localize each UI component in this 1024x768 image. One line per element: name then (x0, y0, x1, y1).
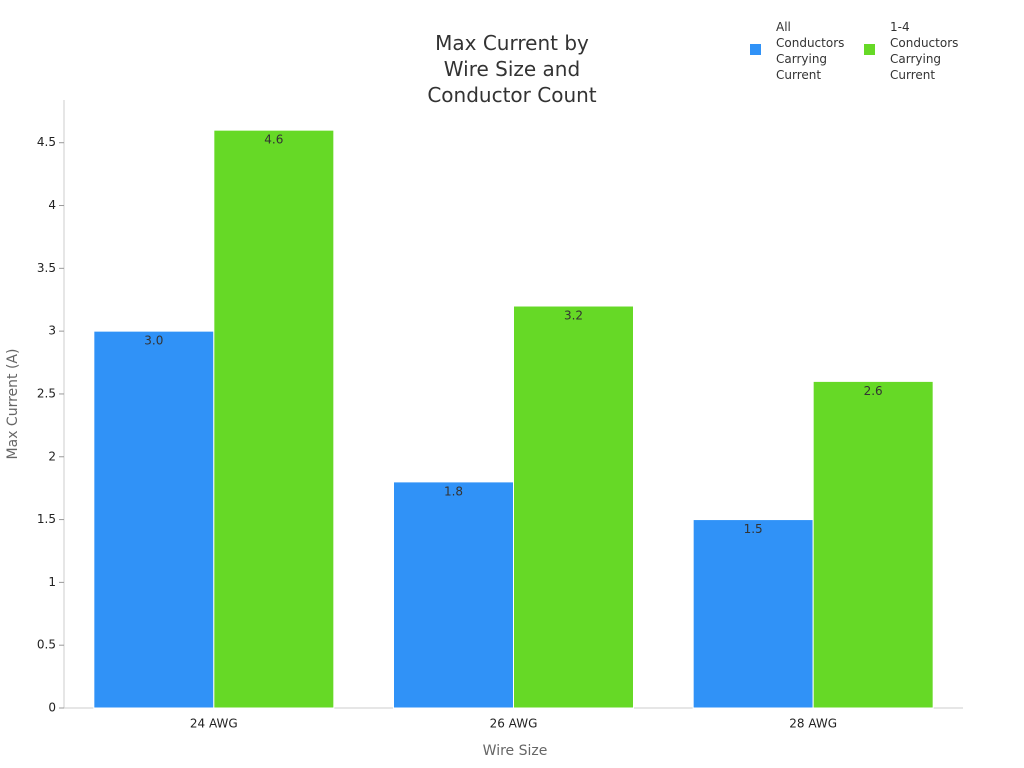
value-label: 1.8 (444, 484, 463, 498)
legend-label: All Conductors Carrying Current (776, 20, 845, 82)
legend-label: 1-4 Conductors Carrying Current (890, 20, 959, 82)
value-label: 1.5 (744, 522, 763, 536)
legend-swatch (750, 44, 761, 55)
bar (513, 305, 634, 709)
bar (393, 481, 514, 709)
y-tick-label: 3.5 (37, 261, 56, 275)
y-axis-label: Max Current (A) (5, 349, 21, 460)
y-tick-label: 1 (48, 575, 56, 589)
bar (692, 519, 814, 709)
value-label: 3.0 (144, 334, 163, 348)
bar (93, 330, 215, 709)
value-label: 2.6 (864, 384, 883, 398)
y-tick-label: 2.5 (37, 386, 56, 400)
y-tick-label: 4.5 (37, 135, 56, 149)
y-tick-label: 0.5 (37, 638, 56, 652)
y-tick-label: 3 (48, 324, 56, 338)
bar (812, 380, 934, 709)
bar (213, 129, 335, 709)
x-tick-label: 24 AWG (190, 717, 238, 731)
x-tick-label: 26 AWG (490, 717, 538, 731)
legend-swatch (864, 44, 875, 55)
x-tick-label: 28 AWG (789, 717, 837, 731)
y-tick-label: 0 (48, 701, 56, 715)
x-axis-label: Wire Size (483, 743, 548, 759)
value-label: 3.2 (564, 309, 583, 323)
y-tick-label: 4 (48, 198, 56, 212)
y-tick-label: 2 (48, 449, 56, 463)
y-tick-label: 1.5 (37, 512, 56, 526)
value-label: 4.6 (264, 133, 283, 147)
chart-title: Max Current by Wire Size and Conductor C… (427, 31, 597, 107)
